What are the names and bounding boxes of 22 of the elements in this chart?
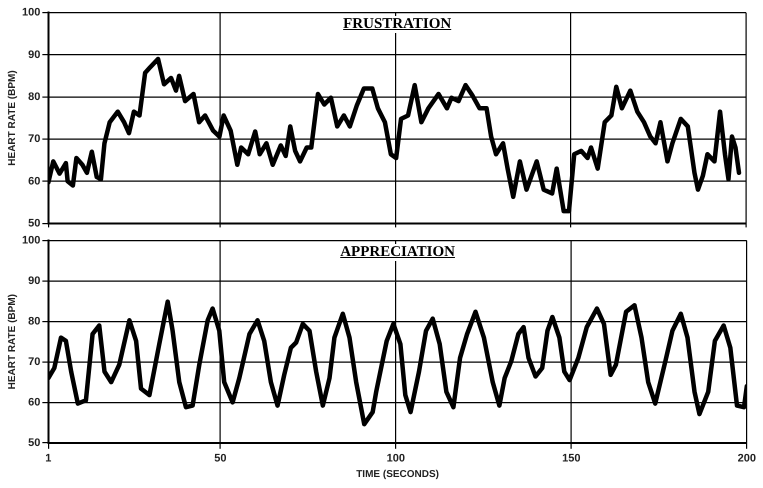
y-tick-label: 100 xyxy=(22,6,40,19)
x-tick-label: 150 xyxy=(562,452,581,464)
x-tick-label: 50 xyxy=(214,452,226,464)
y-axis-title: HEART RATE (BPM) xyxy=(6,294,18,390)
y-tick-label: 90 xyxy=(28,48,40,61)
y-tick-label: 100 xyxy=(22,234,40,247)
y-tick-label: 50 xyxy=(28,436,40,449)
y-tick-label: 60 xyxy=(28,396,40,408)
y-tick-label: 50 xyxy=(28,217,40,230)
x-axis-title: TIME (SECONDS) xyxy=(356,468,439,480)
chart-title: APPRECIATION xyxy=(337,244,458,261)
y-tick-label: 90 xyxy=(28,275,40,288)
y-tick-label: 60 xyxy=(28,175,40,188)
y-tick-label: 80 xyxy=(28,316,40,328)
chart-title: FRUSTRATION xyxy=(340,16,454,33)
y-axis-title: HEART RATE (BPM) xyxy=(6,70,18,166)
x-tick-label: 1 xyxy=(45,452,52,464)
y-tick-label: 70 xyxy=(28,356,40,368)
y-tick-label: 70 xyxy=(28,133,40,146)
x-tick-label: 100 xyxy=(386,452,406,464)
y-tick-label: 80 xyxy=(28,90,40,103)
x-tick-label: 200 xyxy=(738,452,756,464)
